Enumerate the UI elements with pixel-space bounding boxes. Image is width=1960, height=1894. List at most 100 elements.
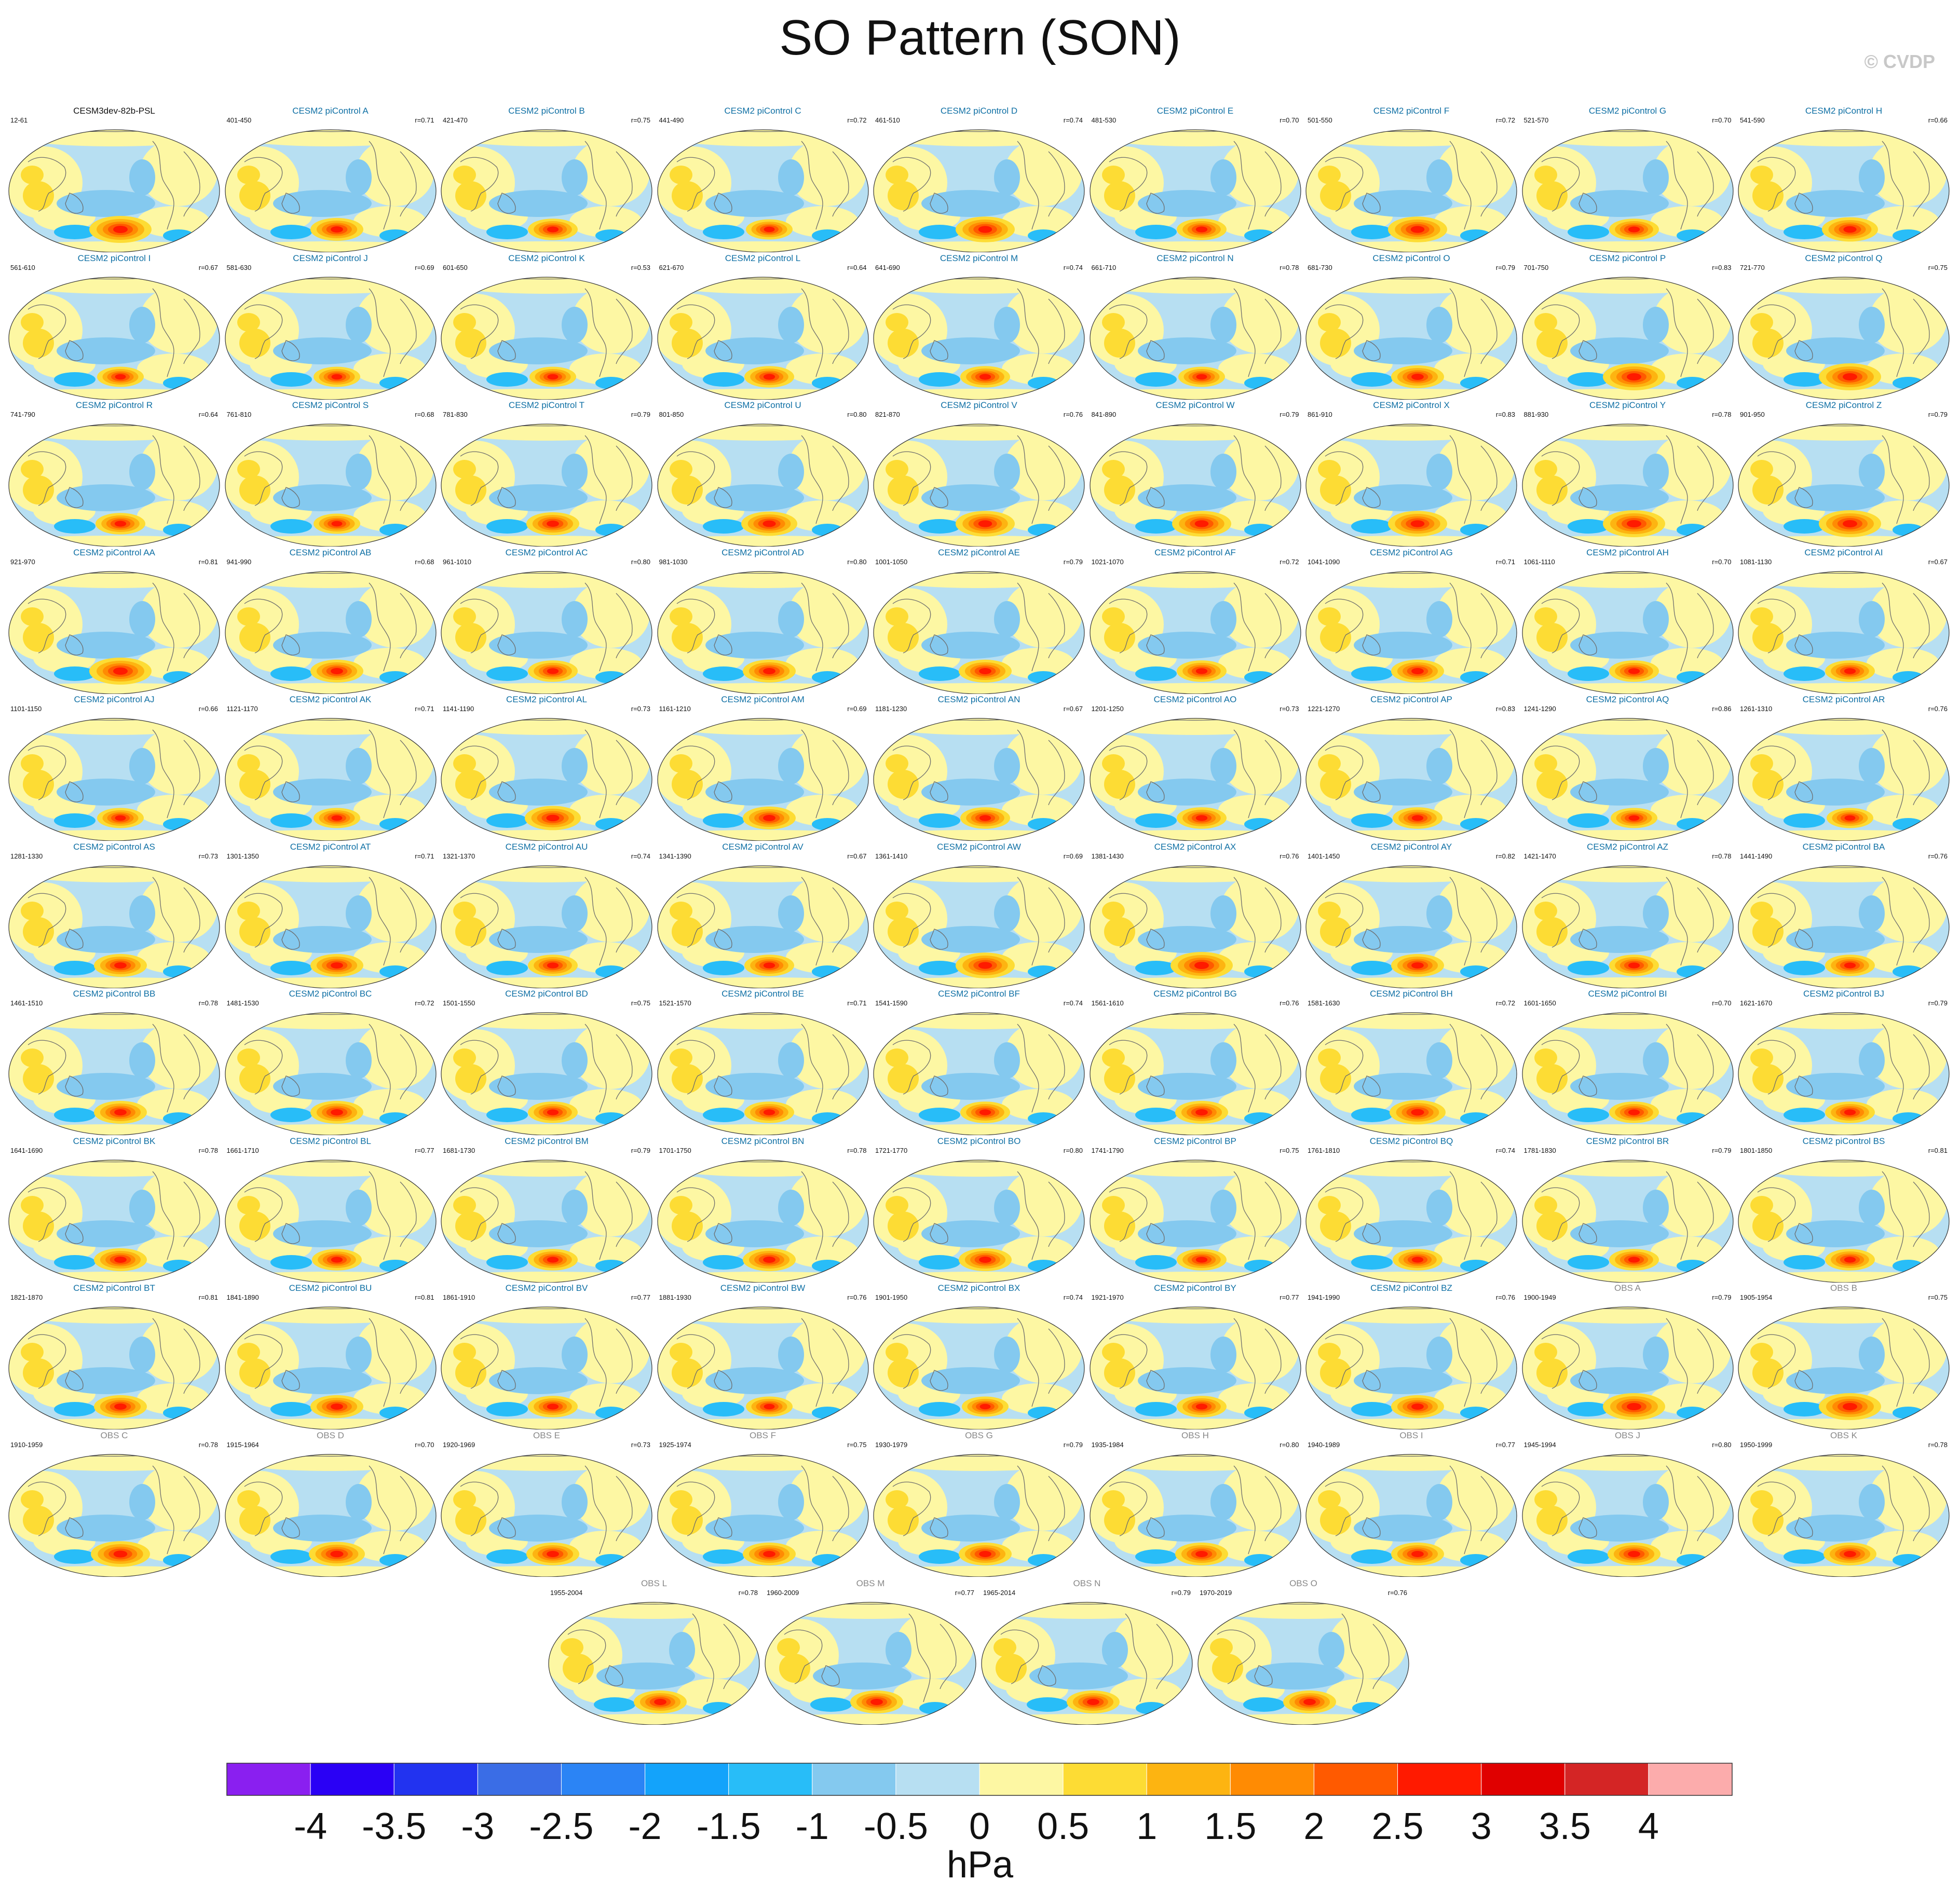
coastline	[399, 887, 417, 952]
pressure-anomaly-region	[455, 917, 486, 946]
coastline	[183, 887, 200, 952]
map-panel-plot	[1521, 276, 1734, 400]
map-panel: CESM2 piControl P 701-750 r=0.83	[1521, 252, 1735, 400]
coastline	[1578, 339, 1597, 361]
pressure-anomaly-region	[1745, 718, 1942, 735]
panel-title: CESM2 piControl H	[1805, 106, 1883, 116]
pressure-anomaly-region	[1738, 1271, 1949, 1283]
pressure-anomaly-region	[225, 536, 436, 547]
pressure-anomaly-region	[1244, 818, 1275, 830]
coastline	[28, 745, 66, 800]
pressure-anomaly-region	[1522, 536, 1733, 547]
map-panel: OBS G 1930-1979 r=0.79	[872, 1429, 1086, 1577]
pressure-anomaly-region	[569, 942, 642, 973]
pressure-anomaly-region	[231, 1160, 429, 1177]
map-panel-plot	[657, 129, 869, 252]
panel-title: CESM2 piControl BH	[1370, 989, 1453, 999]
pressure-anomaly-region	[1784, 519, 1825, 534]
colorbar-segment	[812, 1763, 896, 1796]
pressure-anomaly-region	[669, 1048, 692, 1067]
map-panel-plot	[224, 1306, 437, 1429]
map-panel: CESM2 piControl H 541-590 r=0.66	[1737, 105, 1951, 252]
coastline	[497, 1370, 516, 1391]
map-outline	[1521, 1012, 1734, 1135]
pressure-anomaly-region	[353, 1530, 426, 1562]
colorbar-tick-label: 4	[1638, 1806, 1659, 1847]
map-panel-plot	[873, 570, 1085, 694]
panel-title: CESM2 piControl BM	[505, 1136, 589, 1146]
colorbar-segment	[1481, 1763, 1566, 1796]
pressure-anomaly-region	[441, 1419, 652, 1429]
so-high-center	[979, 373, 991, 380]
pressure-anomaly-region	[225, 830, 436, 841]
coastline	[1794, 634, 1813, 656]
coastline	[1233, 435, 1256, 524]
coastline	[1913, 1181, 1930, 1247]
coastline	[1480, 298, 1498, 364]
panel-correlation: r=0.81	[1928, 1146, 1948, 1154]
map-panel-plot	[657, 424, 869, 547]
map-panel: CESM2 piControl S 761-810 r=0.68	[224, 399, 438, 547]
map-panel-plot	[441, 1159, 652, 1283]
pressure-anomaly-region	[888, 328, 919, 358]
pressure-anomaly-region	[15, 1160, 212, 1177]
pressure-anomaly-region	[273, 190, 372, 217]
pressure-anomaly-region	[1306, 1124, 1517, 1135]
pressure-anomaly-region	[778, 159, 804, 196]
pressure-anomaly-region	[705, 1073, 804, 1100]
so-high-center	[547, 1256, 559, 1263]
coastline	[1913, 1476, 1930, 1541]
coastline	[1109, 304, 1147, 359]
map-outline	[441, 1012, 652, 1135]
so-high-center	[546, 814, 560, 822]
pressure-anomaly-region	[1676, 1407, 1708, 1419]
map-outline	[765, 1602, 976, 1725]
panel-correlation: r=0.79	[1712, 1293, 1732, 1301]
pressure-anomaly-region	[1244, 1407, 1275, 1419]
coastline	[1578, 193, 1597, 214]
panel-title: CESM2 piControl J	[293, 253, 368, 263]
map-outline	[224, 276, 437, 400]
coastline	[281, 634, 300, 656]
so-high-center	[1628, 1256, 1640, 1263]
map-panel: CESM2 piControl BR 1781-1830 r=0.79	[1521, 1135, 1735, 1283]
panel-years: 1761-1810	[1308, 1146, 1340, 1154]
pressure-anomaly-region	[1210, 1337, 1236, 1373]
coastline	[281, 1370, 300, 1391]
coastline	[1325, 1334, 1364, 1389]
coastline	[1480, 1476, 1498, 1541]
pressure-anomaly-region	[1204, 1602, 1401, 1619]
coastline	[1017, 288, 1039, 377]
coastline	[28, 1040, 66, 1095]
panel-years: 1910-1959	[10, 1440, 43, 1449]
pressure-anomaly-region	[1101, 1048, 1125, 1067]
colorbar-segment	[310, 1763, 394, 1796]
map-outline	[1738, 1453, 1950, 1577]
pressure-anomaly-region	[1210, 895, 1236, 932]
map-outline	[1305, 424, 1517, 547]
pressure-anomaly-region	[1312, 1160, 1509, 1177]
map-panel-plot	[1089, 129, 1301, 252]
coastline	[930, 928, 948, 950]
panel-correlation: r=0.67	[198, 263, 218, 271]
map-panel-plot	[1738, 276, 1950, 400]
panel-years: 1101-1150	[10, 705, 42, 713]
panel-years: 1221-1270	[1308, 705, 1340, 713]
pressure-anomaly-region	[1104, 1211, 1135, 1241]
so-high-center	[978, 961, 992, 969]
so-high-center	[547, 667, 559, 674]
pressure-anomaly-region	[1650, 942, 1723, 973]
panel-correlation: r=0.78	[1928, 1440, 1948, 1449]
pressure-anomaly-region	[1101, 607, 1125, 626]
panel-correlation: r=0.72	[415, 999, 434, 1007]
panel-title: CESM2 piControl AX	[1154, 841, 1236, 852]
coastline	[801, 435, 823, 524]
pressure-anomaly-region	[225, 388, 436, 400]
pressure-anomaly-region	[21, 166, 44, 184]
pressure-anomaly-region	[919, 666, 960, 681]
map-outline	[657, 865, 869, 988]
pressure-anomaly-region	[453, 312, 476, 332]
pressure-anomaly-region	[1522, 1124, 1733, 1135]
pressure-anomaly-region	[1752, 622, 1784, 652]
coastline	[1578, 928, 1597, 950]
